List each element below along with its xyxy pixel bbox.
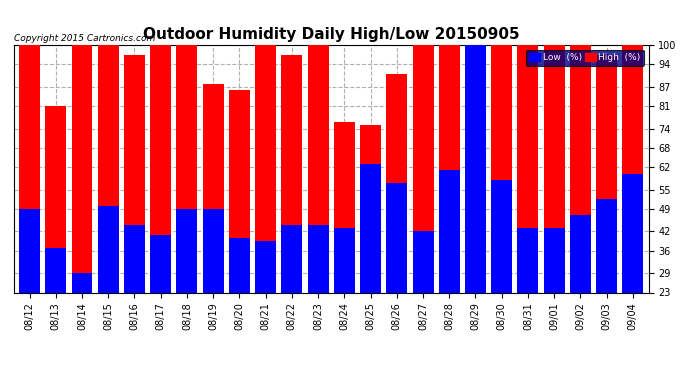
Bar bbox=[465, 45, 486, 292]
Bar bbox=[72, 273, 92, 292]
Title: Outdoor Humidity Daily High/Low 20150905: Outdoor Humidity Daily High/Low 20150905 bbox=[143, 27, 520, 42]
Bar bbox=[98, 206, 119, 292]
Bar bbox=[255, 241, 276, 292]
Bar bbox=[491, 180, 512, 292]
Bar bbox=[518, 228, 538, 292]
Bar bbox=[203, 209, 224, 292]
Bar bbox=[570, 45, 591, 292]
Bar bbox=[282, 225, 302, 292]
Text: Copyright 2015 Cartronics.com: Copyright 2015 Cartronics.com bbox=[14, 33, 155, 42]
Bar bbox=[177, 45, 197, 292]
Bar bbox=[308, 45, 328, 292]
Bar bbox=[439, 170, 460, 292]
Bar bbox=[413, 231, 433, 292]
Bar bbox=[46, 248, 66, 292]
Bar bbox=[544, 228, 564, 292]
Bar bbox=[46, 106, 66, 292]
Bar bbox=[360, 164, 381, 292]
Bar bbox=[518, 45, 538, 292]
Bar bbox=[491, 45, 512, 292]
Bar bbox=[124, 55, 145, 292]
Bar bbox=[255, 45, 276, 292]
Bar bbox=[150, 235, 171, 292]
Bar bbox=[203, 84, 224, 292]
Bar bbox=[98, 45, 119, 292]
Legend: Low  (%), High  (%): Low (%), High (%) bbox=[526, 50, 644, 66]
Bar bbox=[386, 183, 407, 292]
Bar bbox=[596, 55, 617, 292]
Bar bbox=[386, 74, 407, 292]
Bar bbox=[622, 45, 643, 292]
Bar bbox=[229, 90, 250, 292]
Bar bbox=[334, 122, 355, 292]
Bar bbox=[19, 209, 40, 292]
Bar bbox=[439, 45, 460, 292]
Bar bbox=[596, 199, 617, 292]
Bar bbox=[622, 174, 643, 292]
Bar bbox=[72, 45, 92, 292]
Bar bbox=[413, 45, 433, 292]
Bar bbox=[150, 45, 171, 292]
Bar bbox=[124, 225, 145, 292]
Bar bbox=[465, 45, 486, 292]
Bar bbox=[308, 225, 328, 292]
Bar bbox=[360, 125, 381, 292]
Bar bbox=[177, 209, 197, 292]
Bar bbox=[544, 45, 564, 292]
Bar bbox=[229, 238, 250, 292]
Bar bbox=[334, 228, 355, 292]
Bar bbox=[282, 55, 302, 292]
Bar bbox=[570, 215, 591, 292]
Bar bbox=[19, 45, 40, 292]
